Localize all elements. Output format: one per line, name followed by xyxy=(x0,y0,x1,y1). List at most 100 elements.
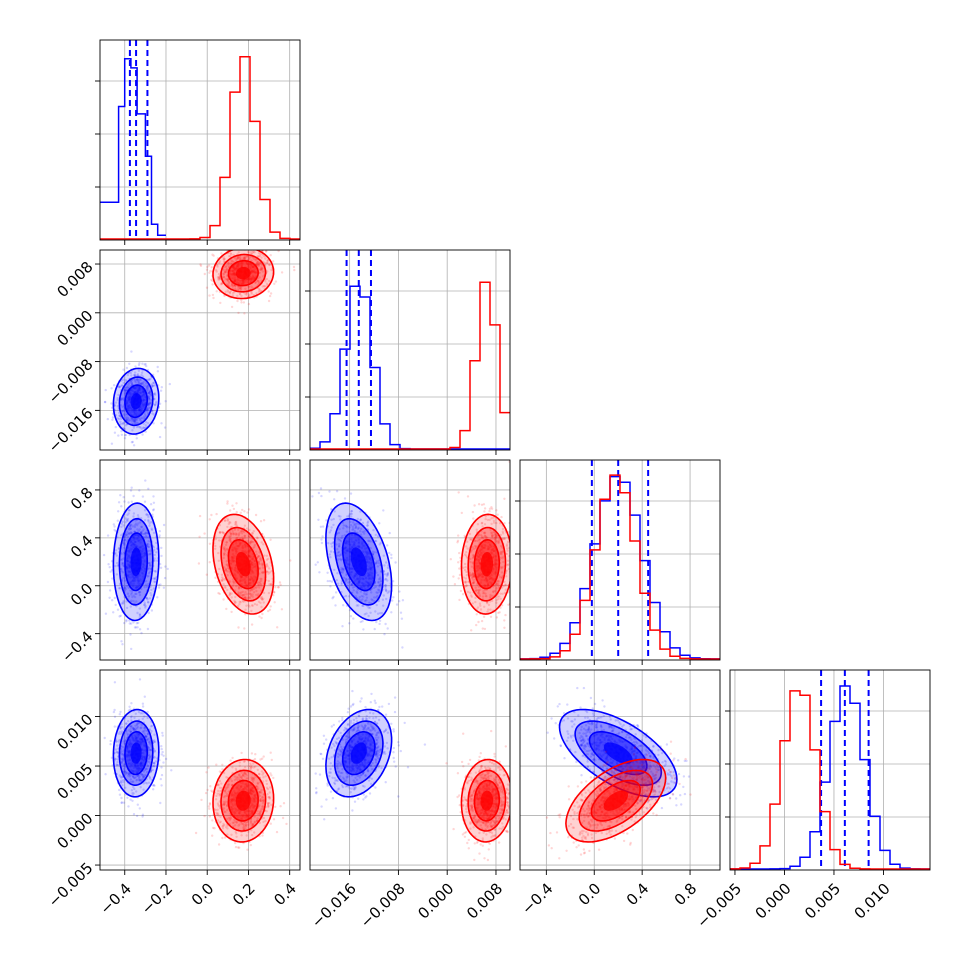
density-panel xyxy=(311,487,405,649)
sample-point xyxy=(161,750,164,754)
sample-point xyxy=(122,752,125,755)
sample-point xyxy=(239,287,242,290)
sample-point xyxy=(142,426,145,429)
sample-point xyxy=(140,723,143,726)
sample-point xyxy=(122,764,126,768)
sample-point xyxy=(149,725,153,728)
sample-point xyxy=(138,418,141,421)
sample-point xyxy=(257,263,261,266)
sample-point xyxy=(129,778,132,781)
sample-point xyxy=(122,601,125,604)
sample-point xyxy=(126,519,129,523)
sample-point xyxy=(216,265,219,268)
sample-point xyxy=(124,739,127,742)
sample-point xyxy=(146,760,149,764)
sample-point xyxy=(632,740,636,744)
sample-point xyxy=(338,753,341,757)
sample-point xyxy=(687,775,691,778)
sample-point xyxy=(376,754,379,757)
sample-point xyxy=(110,756,114,759)
sample-point xyxy=(132,727,135,730)
sample-point xyxy=(130,724,133,728)
sample-point xyxy=(364,705,367,709)
sample-point xyxy=(141,777,144,781)
sample-point xyxy=(130,382,133,385)
sample-point xyxy=(218,261,221,265)
sample-point xyxy=(141,712,144,715)
sample-point xyxy=(321,757,325,760)
sample-point xyxy=(608,726,611,729)
sample-point xyxy=(139,778,143,782)
sample-point xyxy=(341,768,344,771)
sample-point xyxy=(143,734,147,737)
sample-point xyxy=(335,579,338,582)
sample-point xyxy=(342,567,345,570)
sample-point xyxy=(582,746,585,750)
sample-point xyxy=(150,729,153,733)
sample-point xyxy=(146,627,150,631)
sample-point xyxy=(133,380,137,383)
sample-point xyxy=(335,490,339,493)
sample-point xyxy=(137,379,140,383)
sample-point xyxy=(373,729,377,732)
sample-point xyxy=(624,736,628,739)
sample-point xyxy=(123,542,126,546)
sample-point xyxy=(585,734,588,738)
sample-point xyxy=(224,270,227,274)
sample-point xyxy=(385,728,388,731)
sample-point xyxy=(152,495,155,498)
sample-point xyxy=(375,596,378,599)
sample-point xyxy=(343,726,347,730)
sample-point xyxy=(130,599,133,602)
sample-point xyxy=(137,778,141,781)
sample-point xyxy=(260,268,263,272)
sample-point xyxy=(344,738,347,741)
sample-point xyxy=(344,785,347,788)
sample-point xyxy=(653,777,656,780)
sample-point xyxy=(128,532,131,535)
sample-point xyxy=(353,529,356,533)
sample-point xyxy=(373,720,377,724)
sample-point xyxy=(375,620,378,624)
sample-point xyxy=(146,384,150,387)
sample-point xyxy=(230,283,234,286)
sample-point xyxy=(142,417,145,420)
sample-point xyxy=(123,388,126,392)
sample-point xyxy=(147,397,151,400)
sample-point xyxy=(647,752,651,755)
sample-point xyxy=(127,512,130,515)
sample-point xyxy=(364,724,367,727)
sample-point xyxy=(257,262,260,266)
sample-point xyxy=(680,803,683,806)
sample-point xyxy=(136,722,140,725)
sample-point xyxy=(138,613,142,616)
sample-point xyxy=(384,561,388,564)
sample-point xyxy=(658,790,661,794)
sample-point xyxy=(142,775,145,779)
sample-point xyxy=(592,753,595,757)
sample-point xyxy=(239,293,242,296)
sample-point xyxy=(112,523,116,526)
sample-point xyxy=(153,733,156,736)
sample-point xyxy=(143,601,146,604)
sample-point xyxy=(153,580,156,583)
sample-point xyxy=(347,775,350,778)
sample-point xyxy=(146,739,149,742)
sample-point xyxy=(369,729,373,732)
sample-point xyxy=(136,421,139,424)
sample-point xyxy=(108,596,111,599)
sample-point xyxy=(682,775,686,778)
sample-point xyxy=(339,553,342,556)
sample-point xyxy=(600,716,603,719)
sample-point xyxy=(368,601,371,604)
sample-point xyxy=(143,715,146,718)
sample-point xyxy=(636,742,639,745)
sample-point xyxy=(137,591,141,594)
sample-point xyxy=(114,552,117,556)
sample-point xyxy=(618,775,622,778)
sample-point xyxy=(582,744,586,748)
sample-point xyxy=(140,631,143,635)
sample-point xyxy=(656,766,660,769)
sample-point xyxy=(377,559,381,562)
sample-point xyxy=(138,678,142,681)
